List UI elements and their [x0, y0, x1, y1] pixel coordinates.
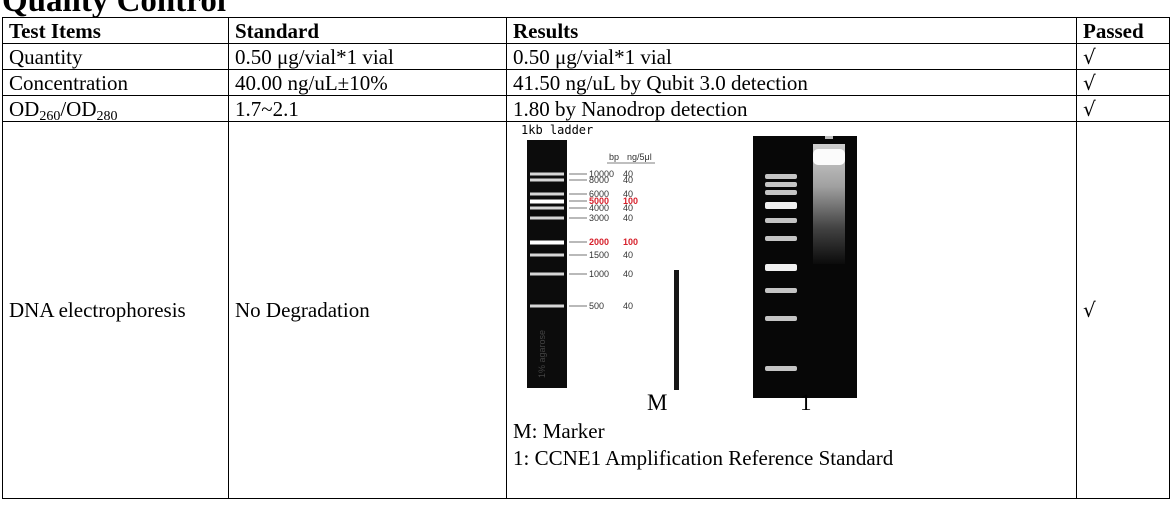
marker-lane-band [765, 202, 797, 209]
legend-marker: M: Marker [513, 419, 605, 443]
ladder-ng-label: 40 [623, 301, 633, 311]
result-value: 41.50 ng/uL by Qubit 3.0 detection [506, 69, 1077, 96]
table-header-row: Test Items Standard Results Passed [2, 17, 1170, 44]
ladder-bp-label: 500 [589, 301, 604, 311]
ladder-gel-strip [527, 140, 567, 388]
gel-well [825, 136, 833, 139]
table-row: Quantity 0.50 μg/vial*1 vial 0.50 μg/via… [2, 43, 1170, 70]
table-row: DNA electrophoresis No Degradation 1kb l… [2, 121, 1170, 499]
marker-lane-band [765, 182, 797, 187]
ladder-ng-label: 40 [623, 203, 633, 213]
ladder-bp-label: 1000 [589, 269, 609, 279]
ladder-band-1500 [530, 253, 564, 257]
ladder-band-500 [530, 304, 564, 308]
legend-sample: 1: CCNE1 Amplification Reference Standar… [513, 446, 894, 470]
ladder-side-strip [674, 270, 679, 390]
marker-lane-band [765, 218, 797, 223]
ladder-bp-label: 6000 [589, 189, 609, 199]
lane-1-genomic-band [813, 149, 845, 165]
od-sub-280: 280 [96, 108, 118, 122]
standard-value: No Degradation [228, 121, 507, 499]
od-slash-label: /OD [60, 96, 97, 121]
marker-lane-band [765, 190, 797, 195]
od-label: OD [9, 96, 40, 121]
ladder-reference-image: 1% agarose bp ng/5μl 10000 40 8000 40 6000 40… [527, 140, 679, 390]
header-standard: Standard [228, 17, 507, 44]
ladder-ng-label: 40 [623, 189, 633, 199]
ladder-ng-label: 100 [623, 237, 638, 247]
passed-check: √ [1076, 121, 1170, 499]
table-row: OD260/OD280 1.7~2.1 1.80 by Nanodrop det… [2, 95, 1170, 122]
ladder-bp-label: 1500 [589, 250, 609, 260]
ladder-col-ng: ng/5μl [627, 152, 652, 162]
page-title: Quality Control [2, 0, 226, 19]
ladder-bp-label: 8000 [589, 175, 609, 185]
standard-value: 1.7~2.1 [228, 95, 507, 122]
table-row: Concentration 40.00 ng/uL±10% 41.50 ng/u… [2, 69, 1170, 96]
test-item: Concentration [2, 69, 229, 96]
ladder-bp-label: 5000 [589, 196, 609, 206]
passed-check: √ [1076, 43, 1170, 70]
gel-result-cell: 1kb ladder 1% agarose bp ng/5μl 10000 40 8… [506, 121, 1077, 499]
marker-lane-band [765, 366, 797, 371]
ladder-bp-label: 10000 [589, 169, 614, 179]
header-test-items: Test Items [2, 17, 229, 44]
header-passed: Passed [1076, 17, 1170, 44]
marker-lane-band [765, 174, 797, 179]
quality-control-table: Test Items Standard Results Passed Quant… [2, 17, 1170, 499]
ladder-bp-label: 2000 [589, 237, 609, 247]
sample-gel-image [753, 136, 857, 398]
ladder-bp-label: 4000 [589, 203, 609, 213]
ladder-title: 1kb ladder [521, 123, 594, 137]
ladder-ng-label: 40 [623, 169, 633, 179]
standard-value: 0.50 μg/vial*1 vial [228, 43, 507, 70]
agarose-label: 1% agarose [537, 330, 547, 378]
od-sub-260: 260 [39, 108, 61, 122]
passed-check: √ [1076, 69, 1170, 96]
ladder-band-10000 [530, 172, 564, 176]
test-item: DNA electrophoresis [2, 121, 229, 499]
standard-value: 40.00 ng/uL±10% [228, 69, 507, 96]
lane-1-label: 1 [800, 390, 812, 415]
marker-lane-band [765, 316, 797, 321]
marker-lane-band [765, 236, 797, 241]
ladder-band-1000 [530, 272, 564, 276]
ladder-band-8000 [530, 178, 564, 182]
passed-check: √ [1076, 95, 1170, 122]
test-item: Quantity [2, 43, 229, 70]
test-item: OD260/OD280 [2, 95, 229, 122]
header-results: Results [506, 17, 1077, 44]
ladder-band-4000 [530, 206, 564, 210]
ladder-ng-label: 100 [623, 196, 638, 206]
gel-figure: 1kb ladder 1% agarose bp ng/5μl 10000 40 8… [508, 123, 1076, 498]
ladder-bp-label: 3000 [589, 213, 609, 223]
lane-m-label: M [647, 390, 668, 415]
marker-lane-band [765, 264, 797, 271]
ladder-band-5000 [530, 199, 564, 204]
ladder-band-6000 [530, 192, 564, 196]
ladder-col-bp: bp [609, 152, 619, 162]
marker-lane-band [765, 288, 797, 293]
ladder-ng-label: 40 [623, 269, 633, 279]
ladder-band-2000 [530, 240, 564, 245]
ladder-ng-label: 40 [623, 175, 633, 185]
ladder-band-3000 [530, 216, 564, 220]
result-value: 0.50 μg/vial*1 vial [506, 43, 1077, 70]
ladder-ng-label: 40 [623, 250, 633, 260]
result-value: 1.80 by Nanodrop detection [506, 95, 1077, 122]
ladder-ng-label: 40 [623, 213, 633, 223]
